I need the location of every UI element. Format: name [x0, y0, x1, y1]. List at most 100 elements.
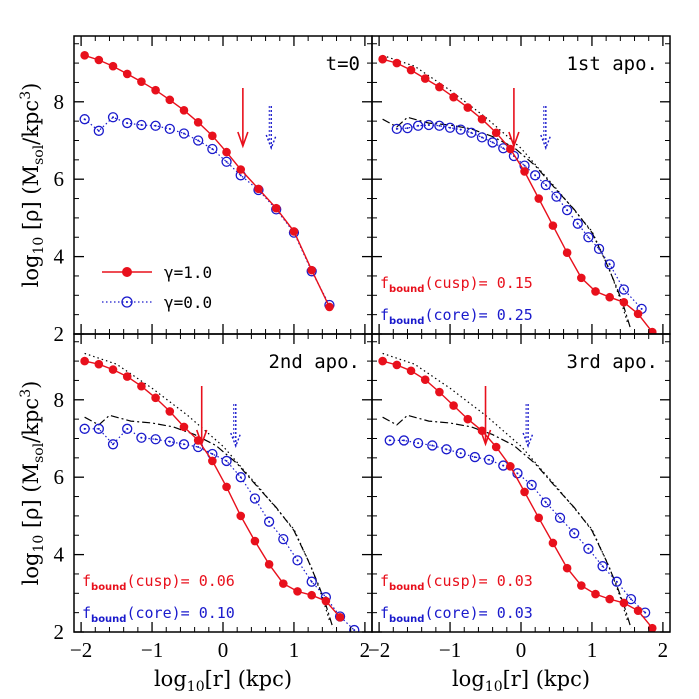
y-tick-label: 8: [54, 90, 65, 114]
core-point: [193, 135, 204, 146]
core-point: [107, 439, 119, 450]
core-point-center: [438, 124, 441, 127]
cusp-point: [605, 594, 614, 604]
cusp-point: [222, 147, 231, 157]
cusp-point: [420, 375, 430, 384]
core-point-center: [445, 448, 448, 451]
cusp-point: [307, 590, 316, 600]
core-point-center: [282, 538, 285, 541]
x-tick-label: −2: [368, 638, 390, 662]
cusp-point: [293, 587, 302, 596]
x-tick-label: 0: [218, 638, 229, 662]
cusp-point: [378, 356, 387, 366]
y-tick-label: 4: [54, 543, 65, 567]
fbound-cusp-label: fbound(cusp)= 0.06: [82, 572, 235, 593]
x-tick-label: 1: [289, 638, 300, 662]
cusp-point: [264, 559, 274, 569]
cusp-point: [151, 393, 160, 403]
core-point-center: [488, 458, 491, 461]
panels-group: 2 4 6 8 t=0 γ=1.0 γ=0.0 1st apo. fbound(cusp)= 0…: [54, 35, 671, 662]
core-point: [572, 218, 583, 229]
x-tick-label: 1: [587, 638, 598, 662]
cusp-point: [151, 85, 160, 95]
core-point-center: [353, 629, 356, 632]
core-point: [526, 479, 537, 491]
core-point: [207, 143, 218, 155]
cusp-point: [633, 606, 643, 616]
core-point: [122, 423, 133, 434]
panel-frame: [73, 35, 373, 335]
cusp-point: [208, 456, 217, 466]
cusp-point: [94, 359, 104, 369]
core-point-center: [126, 122, 129, 125]
core-point: [391, 123, 402, 135]
core-point: [530, 170, 541, 181]
core-point-center: [559, 516, 562, 519]
plot-area: [79, 51, 335, 312]
core-point: [604, 259, 615, 270]
core-point-center: [296, 559, 299, 562]
core-point-center: [534, 174, 537, 177]
cusp-point: [647, 327, 657, 334]
core-series-line: [84, 428, 355, 631]
core-point: [150, 120, 161, 131]
core-point-center: [154, 124, 157, 127]
panel-title: 2nd apo.: [268, 351, 360, 373]
core-point: [278, 533, 289, 545]
cusp-point: [122, 372, 132, 381]
core-point: [593, 243, 605, 255]
cusp-point: [548, 221, 558, 230]
x-tick-label: −1: [141, 638, 163, 662]
core-point: [263, 516, 275, 527]
cusp-point: [491, 442, 501, 452]
core-point-center: [502, 147, 505, 150]
core-point-center: [459, 128, 462, 131]
legend-core-marker: [121, 296, 133, 308]
cusp-point: [325, 302, 334, 312]
cusp-point: [94, 55, 104, 65]
core-point-center: [576, 222, 579, 225]
core-point-center: [516, 472, 519, 475]
plot-area: [378, 352, 657, 632]
core-point-center: [640, 307, 643, 310]
cusp-point: [279, 579, 288, 588]
core-point: [164, 436, 175, 447]
core-point-center: [598, 247, 601, 250]
panel-2: 1st apo. fbound(cusp)= 0.15 fbound(core)= …: [371, 35, 671, 335]
cusp-point: [406, 366, 416, 376]
cusp-arrow-head: [237, 131, 249, 149]
plot-area: [378, 54, 657, 334]
initial-core-profile: [382, 116, 632, 331]
cusp-point: [548, 538, 558, 548]
core-point-center: [459, 452, 462, 455]
core-point-center: [587, 236, 590, 239]
cusp-point: [491, 128, 501, 138]
cusp-point: [534, 194, 544, 203]
core-point: [597, 561, 608, 572]
core-point-center: [555, 195, 558, 198]
y-tick-label: 6: [54, 167, 65, 191]
core-point: [412, 437, 424, 449]
core-point-center: [112, 116, 115, 119]
cusp-arrow-head: [479, 429, 492, 447]
initial-core-profile: [84, 414, 334, 629]
core-point: [398, 435, 410, 446]
cusp-point: [463, 103, 473, 112]
core-point-center: [622, 288, 625, 291]
core-point-center: [83, 427, 86, 430]
core-point-center: [395, 127, 398, 130]
cusp-arrow-head: [508, 131, 520, 149]
cusp-point: [435, 82, 444, 92]
core-point-center: [491, 141, 494, 144]
y-tick-label: 6: [54, 465, 65, 489]
core-point-center: [587, 547, 590, 550]
cusp-point: [80, 51, 89, 60]
cusp-point: [577, 273, 586, 283]
fbound-cusp-label: fbound(cusp)= 0.15: [380, 274, 533, 295]
cusp-point: [137, 381, 146, 391]
cusp-point: [208, 131, 217, 141]
cusp-point: [591, 287, 600, 296]
initial-cusp-profile: [84, 352, 330, 621]
core-point: [79, 423, 90, 434]
core-point: [178, 128, 190, 139]
